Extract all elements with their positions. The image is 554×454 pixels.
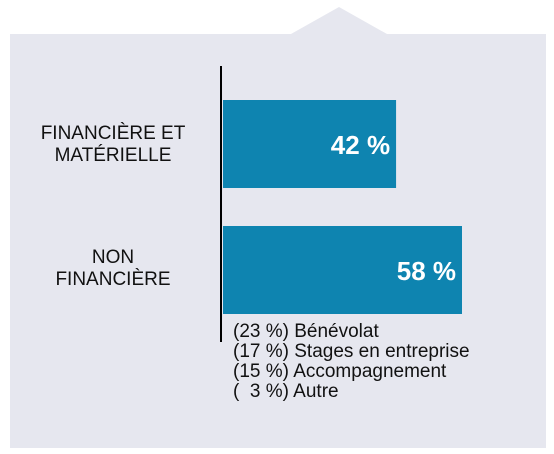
- category-label-financiere: FINANCIÈRE ET MATÉRIELLE: [40, 123, 186, 166]
- bar-0: [223, 100, 397, 188]
- breakdown-item-benevolat: (23 %) Bénévolat: [233, 321, 379, 342]
- breakdown-item-stages: (17 %) Stages en entreprise: [233, 341, 470, 362]
- breakdown-item-autre: ( 3 %) Autre: [233, 381, 339, 402]
- bar-value-label-0: 42 %: [331, 130, 390, 160]
- bar-1: [223, 226, 462, 314]
- panel-notch: [291, 7, 387, 34]
- breakdown-item-accompagnement: (15 %) Accompagnement: [233, 361, 447, 382]
- category-label-non-financiere: NON FINANCIÈRE: [55, 247, 171, 290]
- bar-value-label-1: 58 %: [397, 256, 456, 286]
- breakdown-list: (23 %) Bénévolat (17 %) Stages en entrep…: [233, 322, 470, 402]
